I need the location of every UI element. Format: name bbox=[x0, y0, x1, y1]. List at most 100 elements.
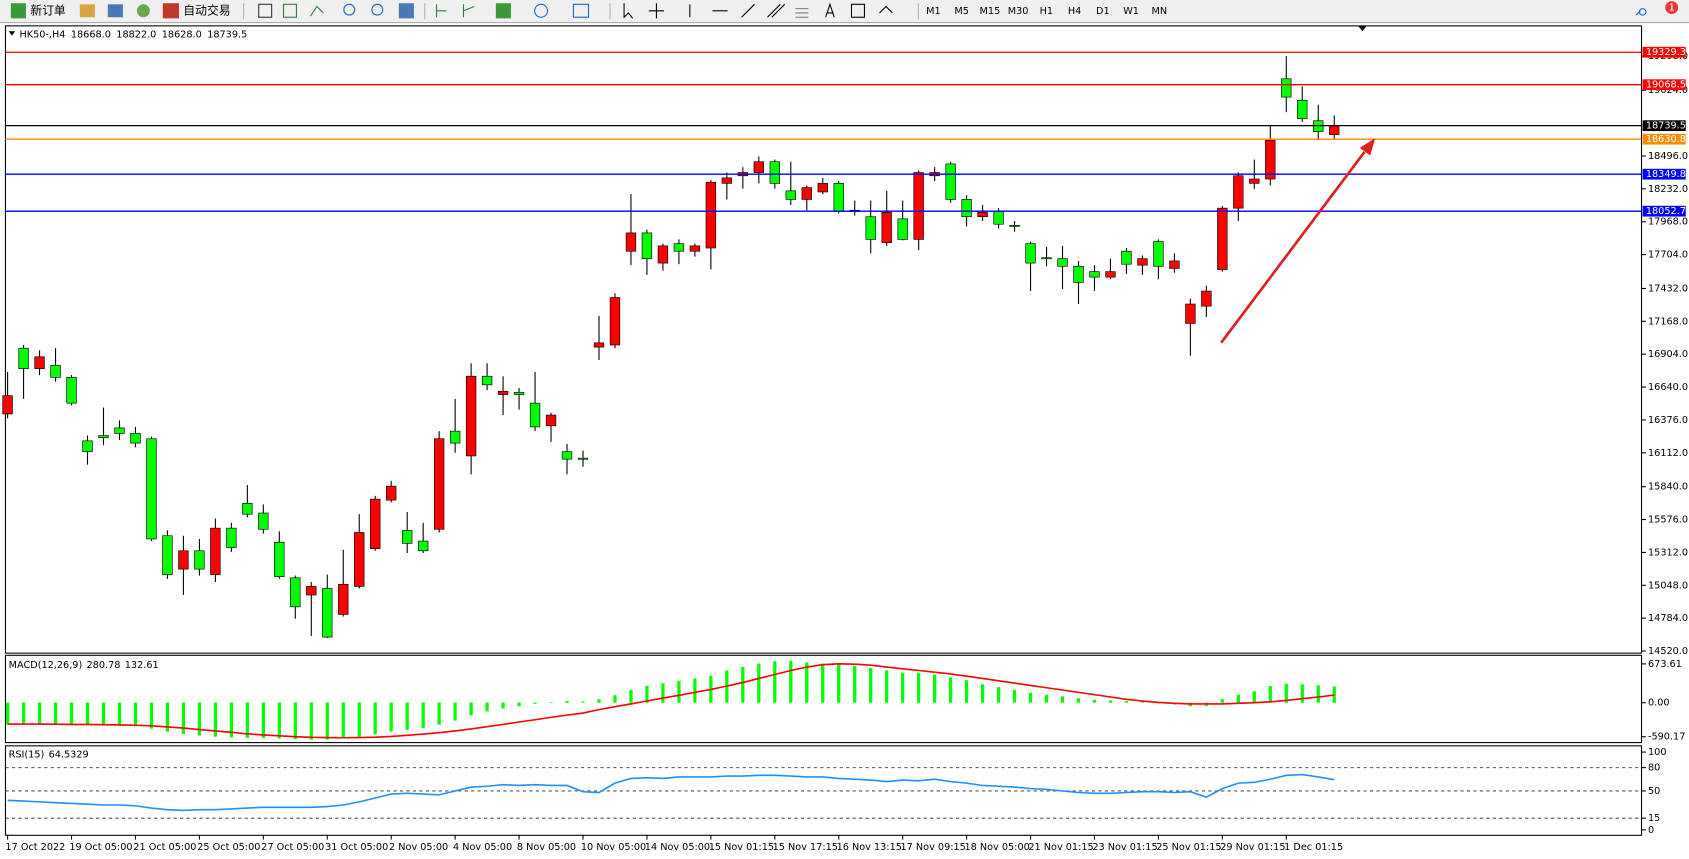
indicator-label: MACD(12,26,9) 280.78 132.61 bbox=[9, 660, 159, 671]
macd-bar bbox=[485, 702, 489, 712]
candle-body bbox=[402, 530, 413, 544]
zoom-in-icon[interactable] bbox=[343, 3, 356, 16]
indicators-icon[interactable] bbox=[495, 3, 511, 19]
label-icon[interactable] bbox=[850, 3, 865, 18]
macd-bar bbox=[69, 702, 74, 725]
template-icon[interactable] bbox=[572, 3, 590, 18]
candle-body bbox=[1281, 78, 1292, 98]
cursor-icon[interactable] bbox=[623, 3, 634, 19]
tool-icon[interactable] bbox=[282, 3, 297, 18]
candle-body bbox=[1041, 257, 1052, 260]
candle-body bbox=[18, 347, 29, 369]
macd-bar bbox=[197, 702, 202, 736]
candle-body bbox=[194, 550, 205, 570]
y-tick-label: 14784.0 bbox=[1648, 613, 1688, 624]
fibo-icon[interactable] bbox=[795, 8, 809, 18]
candle-body bbox=[1025, 243, 1036, 264]
candle-body bbox=[881, 212, 892, 243]
tool-icon[interactable] bbox=[462, 4, 475, 18]
candle-body bbox=[1297, 99, 1308, 119]
candle-body bbox=[226, 527, 237, 548]
timeframe-button[interactable]: D1 bbox=[1096, 6, 1110, 17]
new-order-icon[interactable] bbox=[10, 3, 26, 19]
macd-bar bbox=[1124, 700, 1129, 703]
macd-bar bbox=[964, 680, 969, 703]
candle-body bbox=[465, 375, 477, 457]
trendline-icon[interactable] bbox=[741, 3, 755, 18]
x-tick-label: 21 Nov 01:15 bbox=[1028, 842, 1093, 853]
candle-body bbox=[274, 541, 285, 578]
y-tick-label: 17432.0 bbox=[1648, 283, 1688, 294]
candle-body bbox=[545, 414, 557, 427]
tool-icon[interactable] bbox=[436, 4, 447, 18]
periods-icon[interactable] bbox=[534, 3, 549, 18]
timeframe-button[interactable]: M1 bbox=[926, 6, 941, 17]
tool-icon[interactable] bbox=[310, 5, 324, 17]
macd-bar bbox=[789, 660, 793, 703]
macd-bar bbox=[693, 678, 697, 703]
channel-icon[interactable] bbox=[767, 3, 786, 18]
x-tick-label: 17 Nov 09:15 bbox=[901, 842, 966, 853]
candle-body bbox=[513, 392, 525, 395]
x-tick-label: 17 Oct 2022 bbox=[5, 842, 65, 853]
candle-body bbox=[721, 177, 733, 184]
candle-body bbox=[449, 430, 461, 444]
candle-body bbox=[50, 365, 61, 378]
y-tick-label: 19024.0 bbox=[1648, 85, 1688, 96]
candle-body bbox=[1153, 241, 1164, 267]
price-tag bbox=[1642, 120, 1686, 132]
x-tick-label: 21 Oct 05:00 bbox=[133, 842, 196, 853]
candle-body bbox=[817, 183, 828, 193]
tool-icon[interactable] bbox=[136, 4, 150, 18]
x-tick-label: 16 Nov 13:15 bbox=[837, 842, 902, 853]
text-icon[interactable] bbox=[825, 2, 835, 18]
y-tick-label: 16640.0 bbox=[1648, 382, 1688, 393]
timeframe-button[interactable]: M5 bbox=[954, 6, 969, 17]
x-tick-label: 1 Dec 01:15 bbox=[1284, 842, 1343, 853]
macd-bar bbox=[996, 687, 1001, 703]
tool-icon[interactable] bbox=[258, 3, 273, 18]
y-tick-label: 18232.0 bbox=[1648, 184, 1688, 195]
tool-icon[interactable] bbox=[107, 4, 123, 18]
macd-bar bbox=[549, 702, 553, 703]
candle-body bbox=[322, 588, 333, 638]
x-tick-label: 2 Nov 05:00 bbox=[389, 842, 448, 853]
zoom-out-icon[interactable] bbox=[371, 3, 384, 16]
macd-bar bbox=[181, 702, 186, 734]
timeframe-button[interactable]: H4 bbox=[1068, 6, 1081, 17]
candle-body bbox=[481, 375, 493, 386]
candle-body bbox=[769, 161, 780, 184]
price-tag bbox=[1642, 168, 1686, 180]
tile-icon[interactable] bbox=[398, 3, 414, 19]
indicator-value: 280.78 bbox=[87, 660, 121, 671]
macd-bar bbox=[853, 665, 857, 703]
notification-badge[interactable] bbox=[1665, 1, 1679, 15]
y-tick-label: 16376.0 bbox=[1648, 415, 1688, 426]
new-order-button[interactable]: 新订单 bbox=[30, 3, 66, 17]
search-icon[interactable] bbox=[1635, 8, 1647, 16]
auto-trading-button[interactable]: 自动交易 bbox=[183, 3, 230, 17]
timeframe-button[interactable]: M30 bbox=[1008, 6, 1029, 17]
timeframe-button[interactable]: MN bbox=[1152, 6, 1168, 17]
arrow-icon[interactable] bbox=[879, 5, 893, 14]
y-tick-label: 16112.0 bbox=[1648, 448, 1688, 459]
macd-bar bbox=[661, 683, 665, 703]
tool-icon[interactable] bbox=[79, 4, 95, 18]
candle-body bbox=[417, 540, 429, 552]
y-tick-label: 100 bbox=[1648, 747, 1666, 758]
toolbar: 新订单 自动交易 M1 M5 M15 M30 H1 H4 D1 W1 MN 1 bbox=[0, 0, 1689, 24]
toolbar-bg bbox=[0, 0, 1689, 23]
timeframe-button[interactable]: W1 bbox=[1123, 6, 1139, 17]
timeframe-button[interactable]: M15 bbox=[980, 6, 1001, 17]
crosshair-icon[interactable] bbox=[648, 3, 664, 19]
price-tag-label: 19329.3 bbox=[1646, 47, 1686, 58]
macd-bar bbox=[357, 702, 361, 737]
auto-trading-icon[interactable] bbox=[162, 3, 179, 19]
candle-body bbox=[98, 435, 109, 438]
candle-body bbox=[1185, 303, 1196, 324]
timeframe-button[interactable]: H1 bbox=[1040, 6, 1053, 17]
price-tag bbox=[1642, 46, 1686, 58]
price-tag-label: 18052.7 bbox=[1646, 206, 1686, 217]
candle-body bbox=[625, 232, 637, 252]
